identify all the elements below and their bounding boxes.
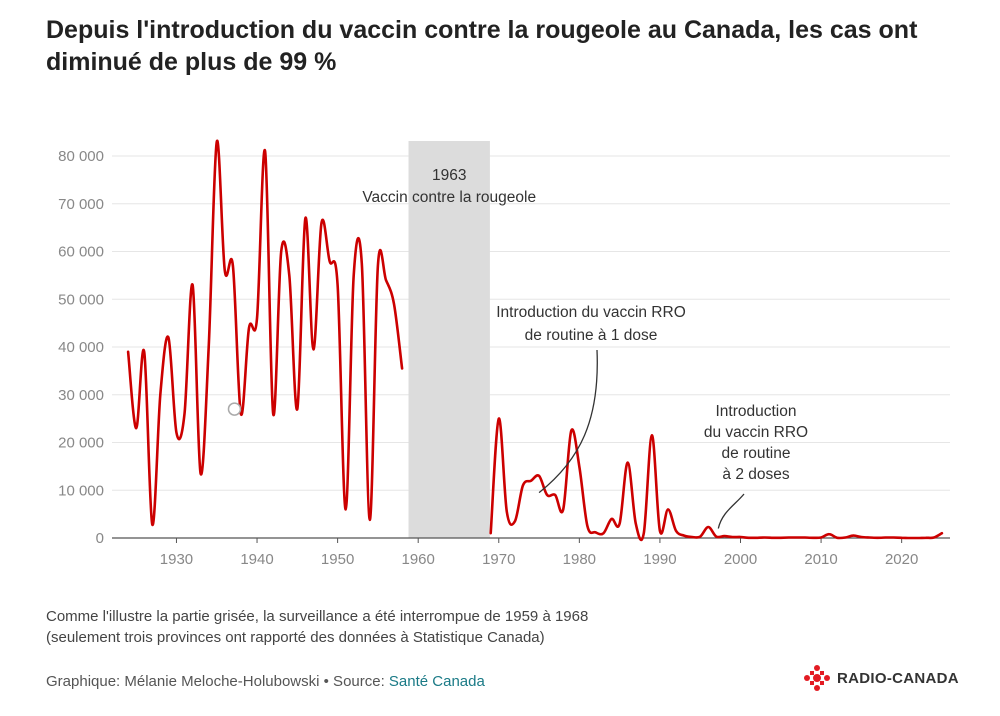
radio-canada-logo: RADIO-CANADA <box>803 664 959 692</box>
x-tick-label: 1970 <box>482 551 515 568</box>
axes: 0 10 000 20 000 30 000 40 000 50 000 60 000 70 … <box>58 148 950 568</box>
radio-canada-gem-icon <box>804 665 830 691</box>
footnote-line-2: (seulement trois provinces ont rapporté … <box>46 629 545 646</box>
x-tick-label: 1960 <box>402 551 435 568</box>
credit-prefix: Graphique: Mélanie Meloche-Holubowski • … <box>46 673 389 690</box>
page-title: Depuis l'introduction du vaccin contre l… <box>46 16 918 76</box>
annotation-2dose-line-3: de routine <box>722 445 791 462</box>
surveillance-gap-band <box>408 141 490 538</box>
x-tick-label: 1940 <box>240 551 273 568</box>
x-tick-label: 2000 <box>724 551 757 568</box>
footnote: Comme l'illustre la partie grisée, la su… <box>46 606 588 648</box>
grid <box>112 155 950 491</box>
x-tick-label: 1930 <box>160 551 193 568</box>
logo-text: RADIO-CANADA <box>837 669 959 687</box>
annotation-1dose-line-2: de routine à 1 dose <box>525 327 658 344</box>
annotations: 1963 Vaccin contre la rougeole Introductio… <box>362 167 808 529</box>
series-lines <box>126 139 944 542</box>
y-tick-label: 80 000 <box>58 148 104 165</box>
x-tick-label: 1990 <box>643 551 676 568</box>
y-tick-label: 10 000 <box>58 482 104 499</box>
y-tick-label: 20 000 <box>58 435 104 452</box>
x-tick-label: 2010 <box>804 551 837 568</box>
series-line-segment-1 <box>126 139 404 526</box>
y-tick-label: 40 000 <box>58 339 104 356</box>
x-tick-label: 1980 <box>563 551 596 568</box>
source-link[interactable]: Santé Canada <box>388 673 485 690</box>
y-tick-label: 60 000 <box>58 244 104 261</box>
y-tick-label: 70 000 <box>58 196 104 213</box>
x-tick-label: 1950 <box>321 551 354 568</box>
vaccine-year-label: 1963 <box>432 167 466 184</box>
footnote-line-1: Comme l'illustre la partie grisée, la su… <box>46 608 589 625</box>
y-tick-label: 30 000 <box>58 387 104 404</box>
shaded-region <box>408 141 490 538</box>
annotation-2dose-pointer <box>717 493 745 529</box>
annotation-2dose-line-4: à 2 doses <box>722 466 789 483</box>
y-tick-label: 50 000 <box>58 291 104 308</box>
annotation-2dose-line-2: du vaccin RRO <box>704 424 808 441</box>
vaccine-text-label: Vaccin contre la rougeole <box>362 189 536 206</box>
annotation-1dose-pointer <box>538 349 598 494</box>
annotation-2dose-line-1: Introduction <box>716 403 797 420</box>
annotation-1dose-line-1: Introduction du vaccin RRO <box>496 304 686 321</box>
x-tick-label: 2020 <box>885 551 918 568</box>
hover-marker <box>227 402 242 416</box>
series-line-segment-2 <box>489 417 944 542</box>
credit-line: Graphique: Mélanie Meloche-Holubowski • … <box>46 673 485 690</box>
y-tick-label: 0 <box>96 530 104 547</box>
